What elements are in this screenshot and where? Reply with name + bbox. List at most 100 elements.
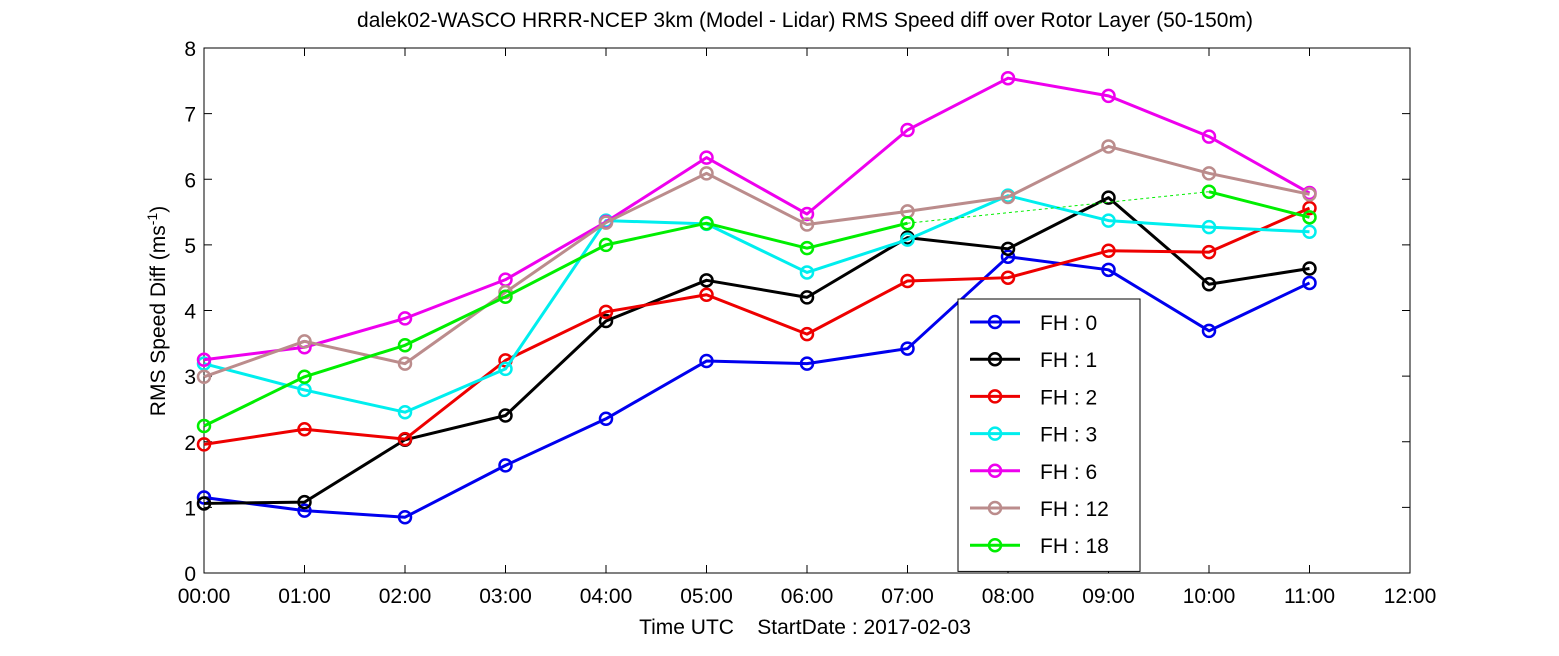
- data-point: [699, 166, 714, 181]
- data-point: [699, 150, 714, 165]
- data-point: [1000, 241, 1016, 257]
- data-point: [799, 326, 815, 342]
- data-point: [1302, 275, 1317, 291]
- series-line: [203, 196, 1310, 505]
- data-point: [699, 287, 714, 302]
- data-point: [799, 206, 815, 222]
- y-axis-label-main: RMS Speed Diff (ms: [147, 225, 170, 416]
- x-axis-label: Time UTC StartDate : 2017-02-03: [639, 616, 971, 639]
- x-tick-label: 04:00: [580, 585, 633, 608]
- series-gap-line: [907, 191, 1210, 224]
- legend-marker: [987, 351, 1003, 367]
- legend-entry: FH : 2: [970, 386, 1097, 409]
- data-point: [196, 437, 212, 452]
- data-point: [598, 237, 614, 253]
- data-point: [498, 361, 513, 377]
- data-point: [397, 404, 413, 420]
- series-fh-3: [196, 188, 1317, 420]
- data-point: [1201, 323, 1217, 339]
- legend-marker: [987, 314, 1003, 330]
- data-point: [297, 369, 312, 385]
- legend-entry: FH : 6: [970, 461, 1097, 484]
- data-point: [1201, 166, 1217, 181]
- legend-marker: [987, 389, 1003, 404]
- data-point: [196, 418, 212, 434]
- data-point: [598, 304, 614, 320]
- data-point: [1302, 187, 1317, 202]
- legend-box: [957, 298, 1141, 572]
- data-point: [1000, 249, 1016, 264]
- data-point: [1101, 243, 1116, 259]
- y-tick-label: 7: [184, 104, 196, 127]
- data-point: [196, 352, 212, 367]
- data-point: [1201, 244, 1217, 260]
- data-point: [1302, 210, 1317, 225]
- data-point: [297, 503, 312, 518]
- series-line: [203, 255, 1311, 519]
- plot-axes: 00:00 01:00 02:00 03:00 04:00 05:00 06:00 07:00…: [178, 38, 1437, 608]
- x-tick-label: 05:00: [680, 585, 733, 608]
- x-tick-label: 11:00: [1284, 585, 1335, 608]
- data-point: [699, 353, 714, 369]
- y-axis-label-sup: -1: [144, 213, 160, 226]
- data-point: [799, 217, 815, 232]
- data-point: [799, 356, 815, 371]
- x-tick-label: 02:00: [379, 585, 432, 608]
- data-point: [900, 273, 915, 289]
- x-tick-label: 10:00: [1183, 585, 1236, 608]
- data-point: [397, 311, 413, 326]
- data-point: [1000, 189, 1016, 205]
- legend-label: FH : 18: [1040, 535, 1109, 558]
- data-point: [297, 334, 312, 349]
- data-point: [900, 122, 915, 138]
- data-point: [1302, 200, 1317, 216]
- series-line: [203, 206, 1311, 446]
- data-point: [397, 509, 413, 525]
- series-line: [203, 76, 1311, 362]
- y-axis-label-end: ): [147, 206, 170, 213]
- data-point: [1101, 213, 1116, 228]
- legend-label: FH : 1: [1040, 349, 1097, 372]
- data-point: [1000, 70, 1016, 86]
- data-point: [297, 494, 312, 510]
- legend-label: FH : 3: [1040, 424, 1097, 447]
- data-point: [1201, 277, 1217, 292]
- plot-frame: [203, 47, 1411, 574]
- y-tick-label: 8: [184, 38, 196, 61]
- data-point: [196, 369, 212, 385]
- series-line: [203, 144, 1310, 379]
- y-tick-label: 6: [184, 169, 196, 192]
- series-fh-18: [196, 184, 1317, 434]
- x-tick-label: 03:00: [479, 585, 532, 608]
- data-point: [799, 240, 815, 256]
- legend-entry: FH : 0: [970, 312, 1097, 335]
- legend-label: FH : 0: [1040, 312, 1097, 335]
- data-point: [900, 232, 915, 247]
- data-point: [397, 338, 413, 353]
- legend: FH : 0 FH : 1 FH : 2 FH : 3 FH : 6 FH : 12 FH …: [957, 298, 1141, 572]
- data-point: [397, 356, 413, 371]
- y-tick-label: 1: [184, 497, 196, 520]
- legend-label: FH : 6: [1040, 461, 1097, 484]
- legend-entry: FH : 12: [970, 498, 1109, 521]
- series-fh-6: [196, 70, 1317, 367]
- y-tick-label: 4: [184, 301, 196, 324]
- data-point: [196, 490, 212, 505]
- series-line: [203, 190, 1310, 428]
- x-tick-label: 08:00: [982, 585, 1035, 608]
- data-point: [1302, 224, 1317, 239]
- x-tick-label: 01:00: [278, 585, 331, 608]
- data-point: [498, 408, 513, 423]
- data-point: [900, 341, 915, 356]
- x-tick-label: 07:00: [881, 585, 934, 608]
- legend-marker: [987, 426, 1003, 441]
- data-point: [1201, 219, 1217, 235]
- data-point: [1101, 262, 1116, 278]
- legend-entry: FH : 1: [970, 349, 1097, 372]
- data-point: [1101, 88, 1116, 104]
- data-point: [297, 422, 312, 437]
- legend-entry: FH : 18: [970, 535, 1109, 558]
- y-tick-label: 2: [184, 432, 196, 455]
- x-tick-label: 06:00: [781, 585, 834, 608]
